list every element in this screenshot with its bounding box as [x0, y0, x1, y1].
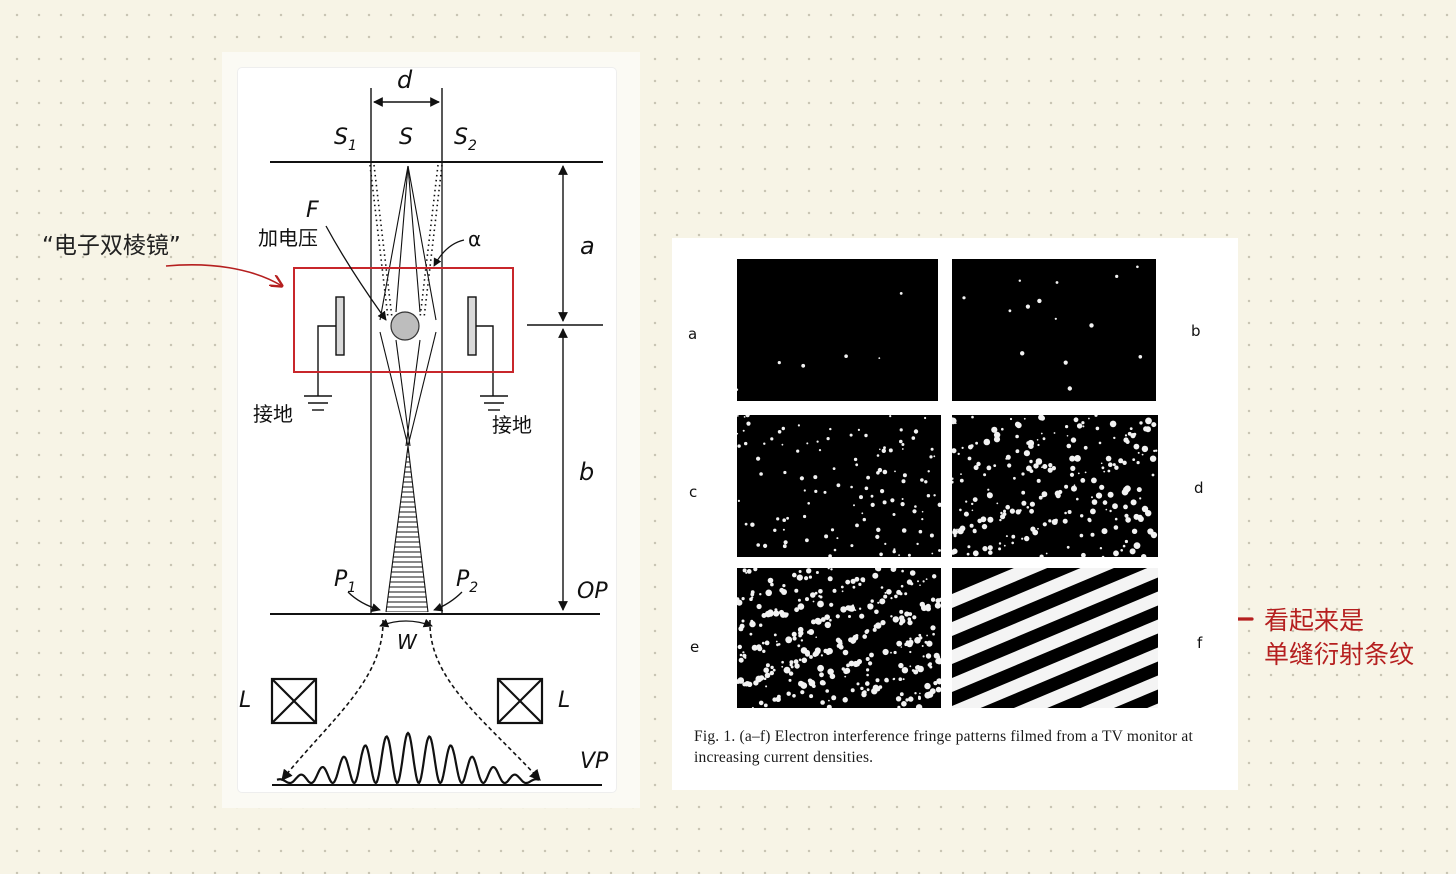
ground-symbol-right [480, 395, 508, 411]
ground-symbol-left [304, 395, 332, 411]
label-s2: S2 [454, 125, 477, 154]
figure-caption: Fig. 1. (a–f) Electron interference frin… [694, 728, 1194, 766]
prism-annotation-arrow [165, 264, 282, 286]
diagram-panel [238, 68, 616, 792]
panel-c-noise [737, 415, 941, 557]
label-d: d [397, 66, 413, 94]
lens-right [496, 677, 544, 725]
label-l-right: L [558, 688, 570, 713]
panel-b [952, 259, 1156, 401]
beam-walls [370, 162, 443, 614]
label-alpha: α [468, 227, 481, 251]
panel-a [737, 259, 938, 401]
w-dimension [379, 618, 433, 628]
label-l-left: L [239, 688, 251, 713]
label-a: a [580, 232, 595, 260]
panel-b-noise [962, 265, 1143, 391]
lens-left [270, 677, 318, 725]
projection-rays [281, 619, 541, 781]
label-p1: P1 [334, 567, 356, 596]
panel-d-noise [952, 415, 1158, 557]
label-op: OP [577, 579, 608, 604]
label-p2: P2 [456, 567, 478, 596]
f-pointer [325, 225, 387, 321]
fringe-annotation-label: 看起来是 单缝衍射条纹 [1264, 604, 1414, 672]
panel-label-f: f [1197, 634, 1203, 652]
panel-a-noise [737, 292, 903, 391]
biprism-highlight-box [293, 267, 514, 373]
label-b: b [579, 458, 594, 486]
label-f: F [306, 198, 319, 223]
interference-intensity-curve [276, 731, 540, 785]
panel-label-a: a [688, 325, 698, 343]
fringe-annotation-line-1: 看起来是 [1264, 606, 1365, 635]
panel-f-noise [952, 568, 1158, 708]
p1-pointer [347, 591, 381, 613]
prism-annotation-label: “电子双棱镜” [42, 233, 181, 259]
virtual-source-rays [369, 164, 443, 319]
label-voltage: 加电压 [258, 226, 318, 250]
label-s1: S1 [334, 125, 357, 154]
reference-lines [270, 161, 603, 786]
panel-f [952, 568, 1158, 708]
fringe-annotation-line-2: 单缝衍射条纹 [1264, 640, 1415, 669]
alpha-pointer [433, 239, 465, 267]
panel-d [952, 415, 1158, 557]
panel-label-d: d [1194, 479, 1204, 497]
interference-zone-hatching [386, 451, 428, 612]
panel-e-noise [737, 568, 941, 708]
label-w: W [397, 630, 418, 654]
d-dimension [370, 88, 443, 162]
biprism-filament [390, 311, 420, 341]
label-ground-left: 接地 [253, 402, 293, 426]
p2-pointer [433, 591, 463, 612]
label-ground-right: 接地 [492, 413, 532, 437]
panel-label-c: c [689, 483, 698, 501]
label-s: S [399, 125, 413, 150]
panel-c [737, 415, 941, 557]
panel-e [737, 568, 941, 708]
panel-label-e: e [690, 638, 700, 656]
electron-rays [379, 165, 437, 613]
panel-label-b: b [1191, 322, 1201, 340]
label-vp: VP [580, 749, 609, 774]
